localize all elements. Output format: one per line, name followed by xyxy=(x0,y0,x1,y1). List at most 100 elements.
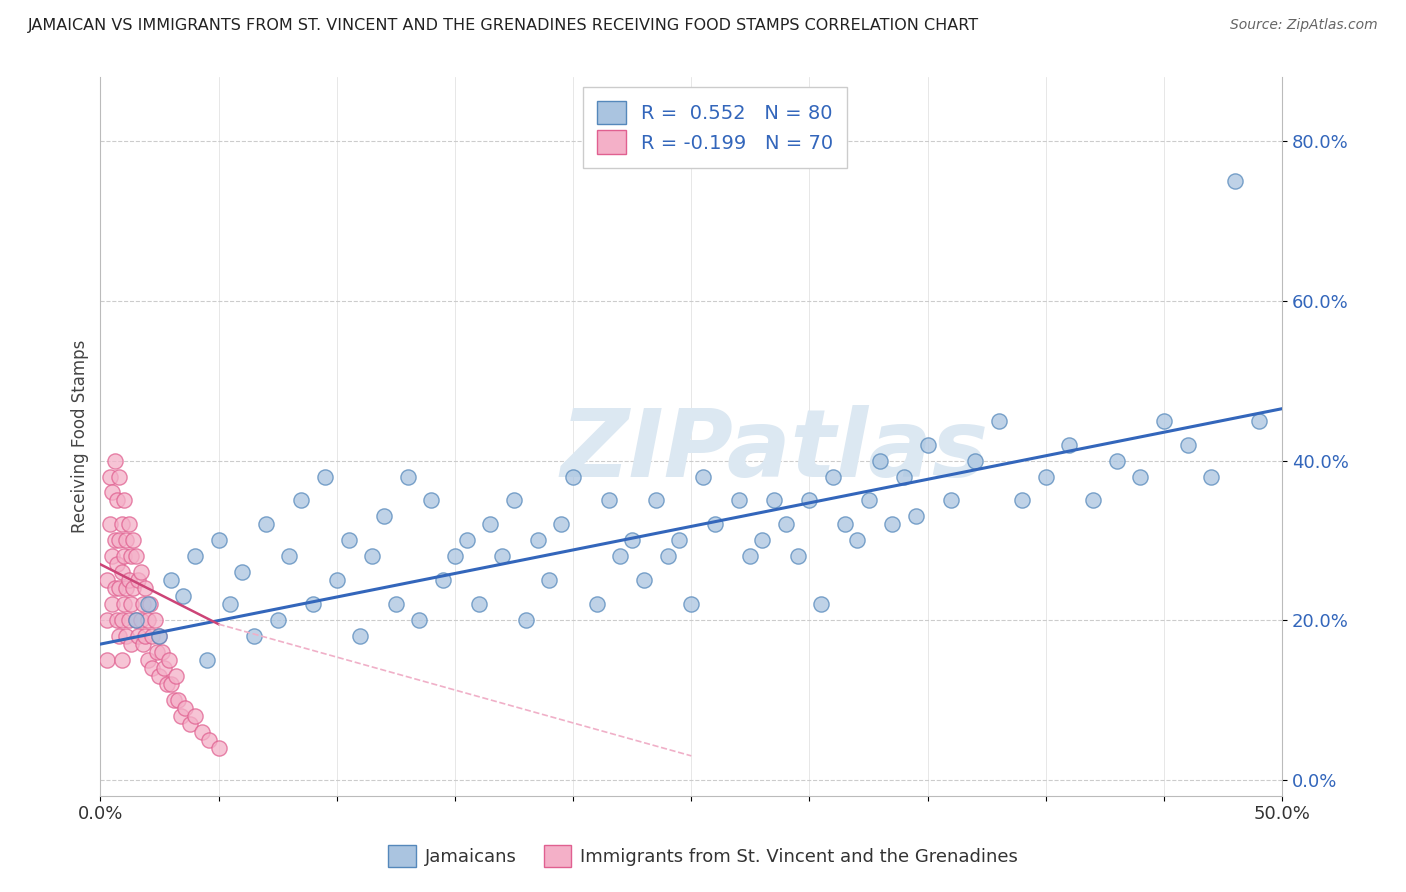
Point xyxy=(153,661,176,675)
Point xyxy=(681,597,703,611)
Point xyxy=(111,613,134,627)
Point xyxy=(538,574,561,588)
Point xyxy=(550,517,572,532)
Point xyxy=(127,629,149,643)
Point xyxy=(349,629,371,643)
Point xyxy=(132,637,155,651)
Point xyxy=(290,493,312,508)
Point xyxy=(125,549,148,564)
Point xyxy=(1081,493,1104,508)
Point xyxy=(361,549,384,564)
Point xyxy=(101,597,124,611)
Point xyxy=(198,732,221,747)
Point xyxy=(1105,453,1128,467)
Point xyxy=(98,517,121,532)
Point xyxy=(904,509,927,524)
Point xyxy=(112,549,135,564)
Point xyxy=(1035,469,1057,483)
Point xyxy=(172,589,194,603)
Point xyxy=(503,493,526,508)
Point xyxy=(633,574,655,588)
Point xyxy=(134,581,156,595)
Point xyxy=(122,581,145,595)
Point xyxy=(893,469,915,483)
Point xyxy=(1223,174,1246,188)
Point xyxy=(858,493,880,508)
Point xyxy=(337,533,360,548)
Point xyxy=(657,549,679,564)
Point xyxy=(585,597,607,611)
Point xyxy=(254,517,277,532)
Point xyxy=(184,709,207,723)
Point xyxy=(170,709,193,723)
Point xyxy=(373,509,395,524)
Point xyxy=(157,653,180,667)
Point xyxy=(98,469,121,483)
Point xyxy=(96,653,118,667)
Point xyxy=(396,469,419,483)
Point xyxy=(148,629,170,643)
Point xyxy=(314,469,336,483)
Point xyxy=(1177,437,1199,451)
Point xyxy=(325,574,347,588)
Point xyxy=(115,581,138,595)
Point xyxy=(165,669,187,683)
Point xyxy=(278,549,301,564)
Point xyxy=(103,581,125,595)
Text: JAMAICAN VS IMMIGRANTS FROM ST. VINCENT AND THE GRENADINES RECEIVING FOOD STAMPS: JAMAICAN VS IMMIGRANTS FROM ST. VINCENT … xyxy=(28,18,979,33)
Point xyxy=(243,629,266,643)
Point xyxy=(167,693,190,707)
Point xyxy=(148,629,170,643)
Point xyxy=(160,574,183,588)
Point xyxy=(444,549,467,564)
Point xyxy=(420,493,443,508)
Point xyxy=(763,493,786,508)
Point xyxy=(148,669,170,683)
Point xyxy=(963,453,986,467)
Point xyxy=(562,469,585,483)
Point xyxy=(179,717,201,731)
Point xyxy=(845,533,868,548)
Point xyxy=(141,661,163,675)
Point xyxy=(136,597,159,611)
Point xyxy=(727,493,749,508)
Point xyxy=(775,517,797,532)
Point xyxy=(105,613,128,627)
Point xyxy=(432,574,454,588)
Point xyxy=(108,469,131,483)
Point xyxy=(1247,414,1270,428)
Point xyxy=(644,493,666,508)
Point xyxy=(115,533,138,548)
Point xyxy=(526,533,548,548)
Point xyxy=(174,701,197,715)
Point xyxy=(1059,437,1081,451)
Point xyxy=(118,517,141,532)
Point xyxy=(112,597,135,611)
Point xyxy=(917,437,939,451)
Point xyxy=(115,629,138,643)
Point xyxy=(987,414,1010,428)
Point xyxy=(467,597,489,611)
Point xyxy=(184,549,207,564)
Text: ZIPatlas: ZIPatlas xyxy=(560,405,988,497)
Point xyxy=(479,517,502,532)
Point xyxy=(108,581,131,595)
Point xyxy=(1129,469,1152,483)
Point xyxy=(456,533,478,548)
Point xyxy=(125,613,148,627)
Legend: Jamaicans, Immigrants from St. Vincent and the Grenadines: Jamaicans, Immigrants from St. Vincent a… xyxy=(381,838,1025,874)
Point xyxy=(146,645,169,659)
Point xyxy=(751,533,773,548)
Point xyxy=(786,549,808,564)
Point xyxy=(1011,493,1033,508)
Point xyxy=(139,597,162,611)
Point xyxy=(136,613,159,627)
Point xyxy=(266,613,288,627)
Point xyxy=(96,613,118,627)
Point xyxy=(1153,414,1175,428)
Point xyxy=(143,613,166,627)
Point xyxy=(941,493,963,508)
Point xyxy=(155,677,177,691)
Point xyxy=(118,574,141,588)
Point xyxy=(111,517,134,532)
